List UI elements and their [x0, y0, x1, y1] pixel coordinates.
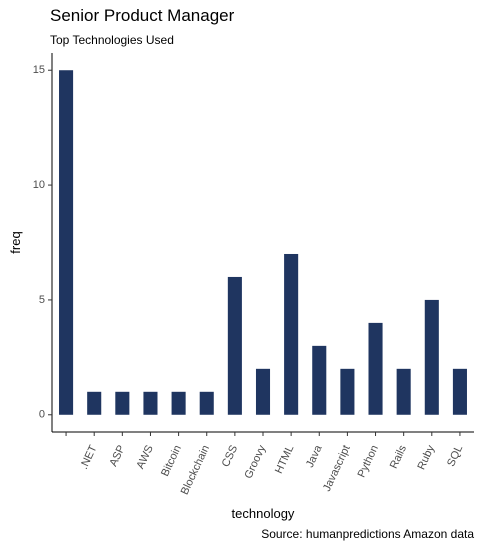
bar-bitcoin: [171, 391, 186, 415]
x-tick-label: .NET: [78, 443, 100, 471]
bar-html: [284, 253, 299, 415]
bar-css: [227, 276, 242, 415]
x-tick-label: Ruby: [415, 443, 437, 472]
bars-group: [59, 70, 467, 415]
x-tick-label: CSS: [220, 443, 240, 469]
x-tick-label: Java: [304, 443, 325, 470]
y-axis-title: freq: [8, 231, 23, 253]
x-axis-title: technology: [232, 506, 295, 521]
x-tick-label: SQL: [445, 443, 465, 468]
bar-blockchain: [199, 391, 214, 415]
chart-title: Senior Product Manager: [50, 6, 235, 25]
y-tick-label: 15: [33, 64, 45, 76]
bar-net: [87, 391, 102, 415]
chart-caption: Source: humanpredictions Amazon data: [261, 527, 474, 541]
x-tick-label: Blockchain: [179, 443, 212, 496]
y-tick-label: 0: [39, 409, 45, 421]
x-tick-label: Bitcoin: [159, 443, 184, 478]
bar-sql: [452, 368, 467, 415]
bar-aws: [143, 391, 158, 415]
y-axis: 0 5 10 15: [33, 53, 53, 432]
bar-rails: [396, 368, 411, 415]
chart-subtitle: Top Technologies Used: [50, 33, 174, 47]
bar-asp: [115, 391, 130, 415]
bar-javascript: [340, 368, 355, 415]
x-tick-label: ASP: [108, 443, 128, 468]
x-tick-label: Groovy: [242, 443, 268, 481]
bar-python: [368, 322, 383, 415]
x-tick-label: AWS: [135, 443, 156, 470]
bar-groovy: [255, 368, 271, 415]
x-tick-label: HTML: [273, 443, 297, 475]
y-tick-label: 10: [33, 179, 45, 191]
bar-blank: [59, 70, 74, 415]
bar-java: [312, 345, 327, 415]
bar-ruby: [424, 299, 439, 415]
x-tick-label: Javascript: [321, 443, 353, 493]
x-tick-label: Python: [356, 443, 381, 479]
y-tick-label: 5: [39, 294, 45, 306]
x-tick-label: Rails: [388, 443, 409, 471]
